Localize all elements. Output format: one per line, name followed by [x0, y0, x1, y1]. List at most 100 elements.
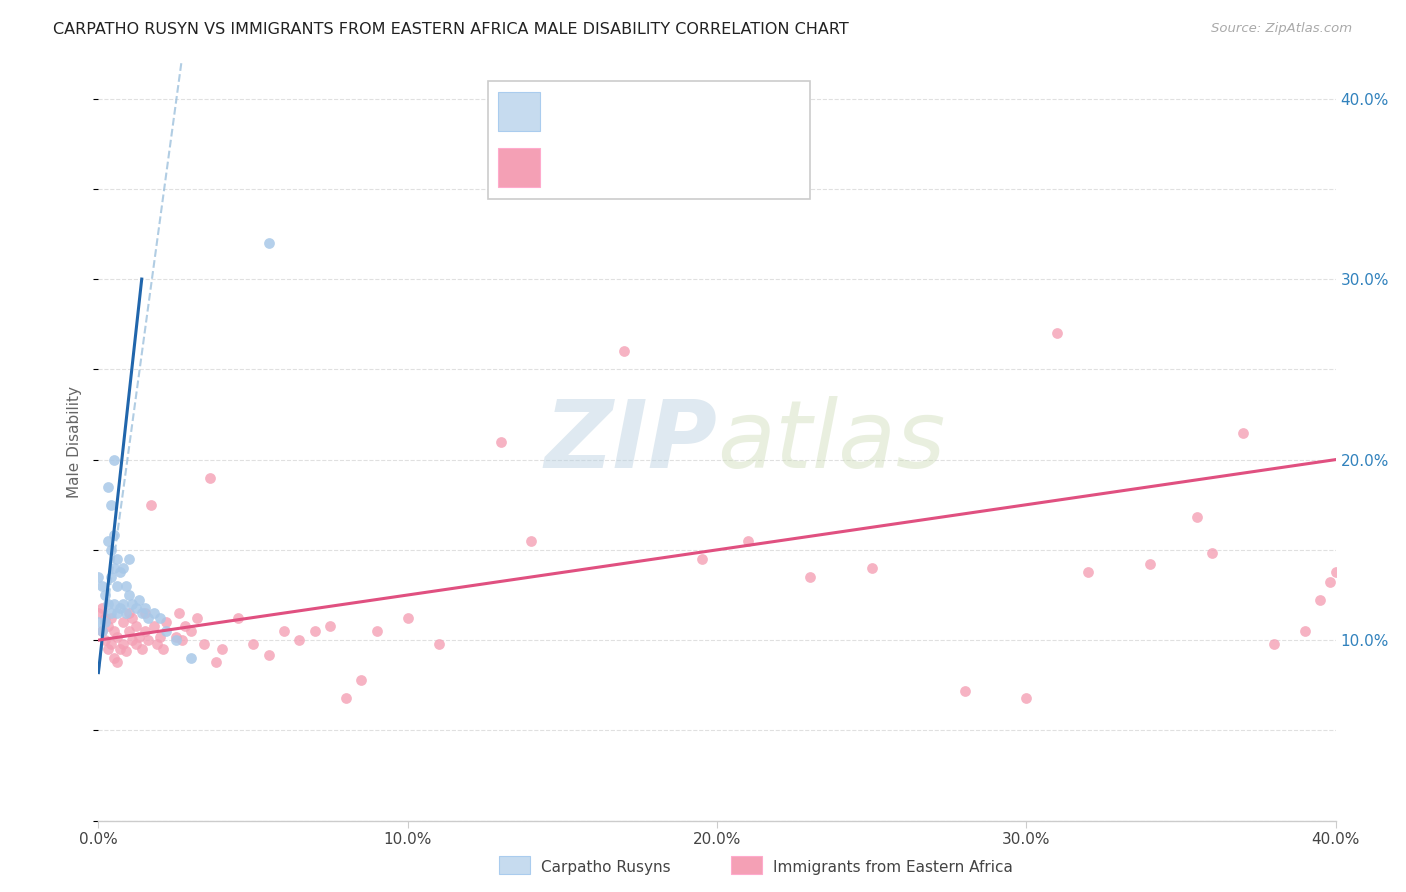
Point — [121, 633, 143, 648]
Point — [118, 606, 141, 620]
Point — [193, 637, 215, 651]
Text: Source: ZipAtlas.com: Source: ZipAtlas.com — [1212, 22, 1353, 36]
Text: atlas: atlas — [717, 396, 945, 487]
Point — [1319, 575, 1341, 590]
Point — [97, 597, 120, 611]
Point — [134, 624, 156, 639]
Point — [103, 597, 125, 611]
Point — [304, 624, 326, 639]
Point — [257, 648, 280, 662]
Point — [124, 600, 146, 615]
Point — [180, 624, 202, 639]
Text: Immigrants from Eastern Africa: Immigrants from Eastern Africa — [773, 860, 1014, 874]
Point — [613, 344, 636, 359]
Point — [112, 615, 135, 629]
Point — [90, 624, 112, 639]
Point — [143, 618, 166, 632]
Point — [103, 624, 125, 639]
Point — [87, 606, 110, 620]
Point — [205, 655, 228, 669]
Point — [396, 611, 419, 625]
Point — [288, 633, 311, 648]
Point — [165, 630, 187, 644]
Point — [112, 561, 135, 575]
Point — [118, 552, 141, 566]
Point — [180, 651, 202, 665]
Point — [350, 673, 373, 687]
Point — [105, 655, 128, 669]
Point — [146, 637, 169, 651]
Point — [100, 637, 122, 651]
Point — [115, 606, 138, 620]
Point — [136, 611, 159, 625]
Point — [155, 624, 177, 639]
Point — [139, 498, 162, 512]
Point — [115, 644, 138, 658]
Point — [108, 600, 131, 615]
Text: Carpatho Rusyns: Carpatho Rusyns — [541, 860, 671, 874]
Point — [427, 637, 450, 651]
Point — [115, 579, 138, 593]
Text: CARPATHO RUSYN VS IMMIGRANTS FROM EASTERN AFRICA MALE DISABILITY CORRELATION CHA: CARPATHO RUSYN VS IMMIGRANTS FROM EASTER… — [53, 22, 849, 37]
Point — [100, 611, 122, 625]
Point — [1294, 624, 1316, 639]
Point — [124, 618, 146, 632]
Point — [152, 642, 174, 657]
Point — [1185, 510, 1208, 524]
Point — [131, 642, 153, 657]
Point — [165, 633, 187, 648]
Point — [87, 615, 110, 629]
Point — [1263, 637, 1285, 651]
Y-axis label: Male Disability: Male Disability — [67, 385, 83, 498]
Point — [1324, 565, 1347, 579]
Point — [131, 606, 153, 620]
Point — [108, 565, 131, 579]
Point — [1046, 326, 1069, 341]
Point — [93, 588, 115, 602]
Point — [860, 561, 883, 575]
Point — [149, 630, 172, 644]
Point — [97, 533, 120, 548]
Point — [112, 637, 135, 651]
Point — [737, 533, 759, 548]
Point — [108, 642, 131, 657]
Point — [97, 642, 120, 657]
Point — [103, 452, 125, 467]
Point — [149, 611, 172, 625]
Point — [90, 579, 112, 593]
Point — [198, 470, 221, 484]
Point — [121, 597, 143, 611]
Point — [520, 533, 543, 548]
Point — [1077, 565, 1099, 579]
Point — [186, 611, 208, 625]
Point — [90, 624, 112, 639]
Text: ZIP: ZIP — [544, 395, 717, 488]
Point — [690, 552, 713, 566]
Point — [105, 606, 128, 620]
Point — [211, 642, 233, 657]
Point — [105, 630, 128, 644]
Point — [170, 633, 193, 648]
Point — [319, 618, 342, 632]
Point — [335, 690, 357, 705]
Point — [118, 624, 141, 639]
Point — [105, 552, 128, 566]
Point — [134, 606, 156, 620]
Point — [128, 630, 150, 644]
Point — [134, 600, 156, 615]
Point — [155, 615, 177, 629]
Point — [100, 606, 122, 620]
Point — [112, 597, 135, 611]
Point — [242, 637, 264, 651]
Point — [93, 615, 115, 629]
Point — [100, 542, 122, 557]
Point — [103, 651, 125, 665]
Point — [953, 683, 976, 698]
Point — [128, 593, 150, 607]
Point — [121, 611, 143, 625]
Point — [93, 611, 115, 625]
Point — [366, 624, 388, 639]
Point — [87, 570, 110, 584]
Point — [100, 498, 122, 512]
Point — [167, 606, 190, 620]
